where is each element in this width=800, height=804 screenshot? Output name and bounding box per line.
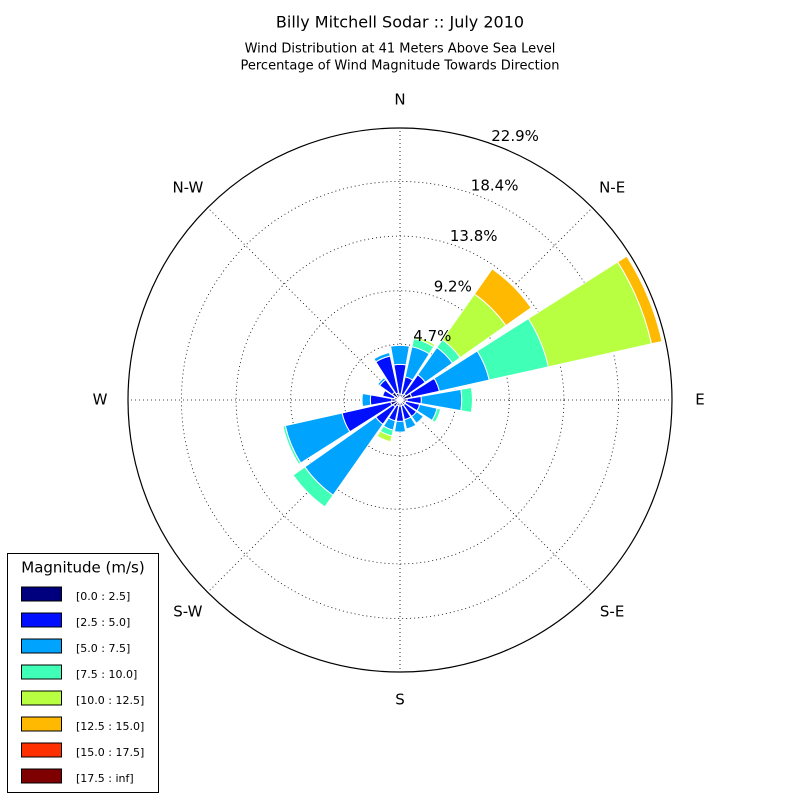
ring-label: 4.7% xyxy=(413,327,451,345)
direction-label: S xyxy=(395,691,405,709)
chart-subtitle: Wind Distribution at 41 Meters Above Sea… xyxy=(245,42,556,57)
legend-swatch xyxy=(22,743,62,757)
direction-label: N-E xyxy=(599,178,625,196)
ring-label: 9.2% xyxy=(434,278,472,296)
chart-subtitle: Percentage of Wind Magnitude Towards Dir… xyxy=(240,59,559,74)
ring-label: 22.9% xyxy=(491,127,539,145)
direction-label: N xyxy=(394,91,405,109)
legend-swatch xyxy=(22,639,62,653)
ring-label: 13.8% xyxy=(450,227,498,245)
direction-label: S-W xyxy=(173,603,202,621)
legend-label: [0.0 : 2.5] xyxy=(76,590,130,603)
legend-label: [10.0 : 12.5] xyxy=(76,694,144,707)
legend-swatch xyxy=(22,691,62,705)
legend-label: [15.0 : 17.5] xyxy=(76,746,144,759)
wind-segment xyxy=(394,421,405,432)
direction-label: W xyxy=(93,391,108,409)
direction-label: S-E xyxy=(600,603,624,621)
wind-segment xyxy=(461,388,473,413)
chart-title: Billy Mitchell Sodar :: July 2010 xyxy=(276,13,524,32)
legend-swatch xyxy=(22,587,62,601)
grid-spoke xyxy=(400,400,592,592)
legend-label: [7.5 : 10.0] xyxy=(76,668,137,681)
wind-segment xyxy=(362,393,371,406)
legend-swatch xyxy=(22,769,62,783)
direction-label: N-W xyxy=(172,178,203,196)
legend-swatch xyxy=(22,717,62,731)
legend-label: [17.5 : inf] xyxy=(76,772,134,785)
legend-label: [12.5 : 15.0] xyxy=(76,720,144,733)
direction-label: E xyxy=(695,391,704,409)
grid-spoke xyxy=(208,208,400,400)
wind-segment xyxy=(391,345,410,365)
legend-label: [5.0 : 7.5] xyxy=(76,642,130,655)
legend-title: Magnitude (m/s) xyxy=(21,559,144,577)
legend-swatch xyxy=(22,613,62,627)
legend-label: [2.5 : 5.0] xyxy=(76,616,130,629)
legend-swatch xyxy=(22,665,62,679)
ring-label: 18.4% xyxy=(471,177,519,195)
